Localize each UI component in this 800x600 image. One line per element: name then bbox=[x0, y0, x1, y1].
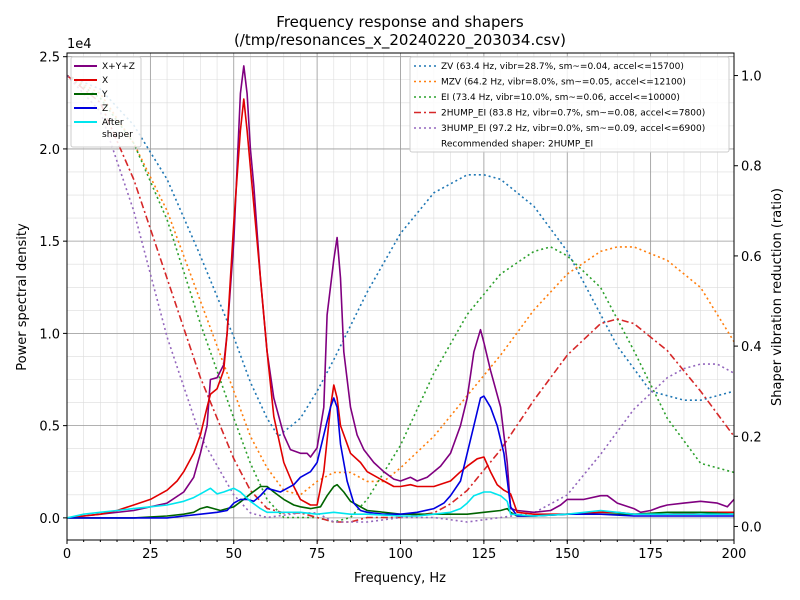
x-tick-label: 100 bbox=[388, 547, 413, 562]
y-tick-label: 1.0 bbox=[39, 327, 60, 342]
legend-psd-label: X+Y+Z bbox=[102, 62, 135, 72]
plot-series bbox=[66, 65, 735, 523]
legend-shaper-label: ZV (63.4 Hz, vibr=28.7%, sm~=0.04, accel… bbox=[441, 62, 684, 72]
x-tick-label: 25 bbox=[142, 547, 159, 562]
y2-axis-label: Shaper vibration reduction (ratio) bbox=[770, 188, 785, 406]
psd-line-z bbox=[67, 395, 734, 519]
x-tick-label: 50 bbox=[225, 547, 242, 562]
chart-title: Frequency response and shapers bbox=[276, 13, 524, 31]
chart-subtitle: (/tmp/resonances_x_20240220_203034.csv) bbox=[234, 31, 566, 50]
x-tick-label: 125 bbox=[471, 547, 496, 562]
y-offset-text: 1e4 bbox=[67, 37, 92, 52]
psd-line-y bbox=[67, 483, 735, 519]
grid bbox=[66, 53, 735, 540]
y-tick-label: 2.0 bbox=[39, 143, 60, 158]
legend-shaper-label: MZV (64.2 Hz, vibr=8.0%, sm~=0.05, accel… bbox=[441, 78, 686, 88]
y-tick-label: 1.5 bbox=[39, 235, 60, 250]
axes: 0 25 50 75 100 125 150 175 200 0.0 0.5 1.0 1.5 2.0 2.5… bbox=[39, 51, 761, 562]
legend-shapers-box bbox=[409, 56, 730, 153]
y-tick-label: 2.5 bbox=[39, 51, 60, 66]
x-tick-label: 175 bbox=[638, 547, 663, 562]
x-tick-label: 0 bbox=[63, 547, 71, 562]
legend-psd: X+Y+Z XYZ After shaper bbox=[70, 56, 142, 148]
x-axis-label: Frequency, Hz bbox=[354, 571, 446, 586]
legend-psd-label: Y bbox=[101, 90, 108, 100]
legend-psd-label: Z bbox=[102, 104, 108, 114]
legend-shapers: ZV (63.4 Hz, vibr=28.7%, sm~=0.04, accel… bbox=[409, 56, 730, 153]
x-tick-label: 150 bbox=[555, 547, 580, 562]
legend-psd-label: shaper bbox=[102, 130, 133, 140]
y-axis-label: Power spectral density bbox=[15, 223, 30, 371]
shaper-line-2hump-ei bbox=[66, 74, 735, 523]
legend-shaper-label: EI (73.4 Hz, vibr=10.0%, sm~=0.06, accel… bbox=[441, 93, 680, 103]
legend-recommended-note: Recommended shaper: 2HUMP_EI bbox=[441, 140, 593, 150]
shaper-line-3hump-ei bbox=[66, 74, 735, 523]
y2-tick-label: 0.2 bbox=[741, 430, 762, 445]
legend-psd-label: After bbox=[102, 118, 124, 128]
y2-tick-label: 0.8 bbox=[741, 160, 762, 175]
legend-shaper-label: 2HUMP_EI (83.8 Hz, vibr=0.7%, sm~=0.08, … bbox=[441, 109, 705, 119]
y2-tick-label: 0.4 bbox=[741, 340, 762, 355]
x-tick-label: 75 bbox=[309, 547, 326, 562]
legend-psd-label: X bbox=[102, 76, 108, 86]
shaper-line-mzv bbox=[66, 74, 735, 496]
y2-tick-label: 0.6 bbox=[741, 250, 762, 265]
y2-tick-label: 0.0 bbox=[741, 520, 762, 535]
legend-shaper-label: 3HUMP_EI (97.2 Hz, vibr=0.0%, sm~=0.09, … bbox=[441, 124, 705, 134]
y-tick-label: 0.0 bbox=[39, 512, 60, 527]
psd-line-after-shaper bbox=[66, 487, 734, 519]
psd-line-x bbox=[66, 98, 734, 519]
y2-tick-label: 1.0 bbox=[741, 70, 762, 85]
y-tick-label: 0.5 bbox=[39, 420, 60, 435]
x-tick-label: 200 bbox=[722, 547, 747, 562]
